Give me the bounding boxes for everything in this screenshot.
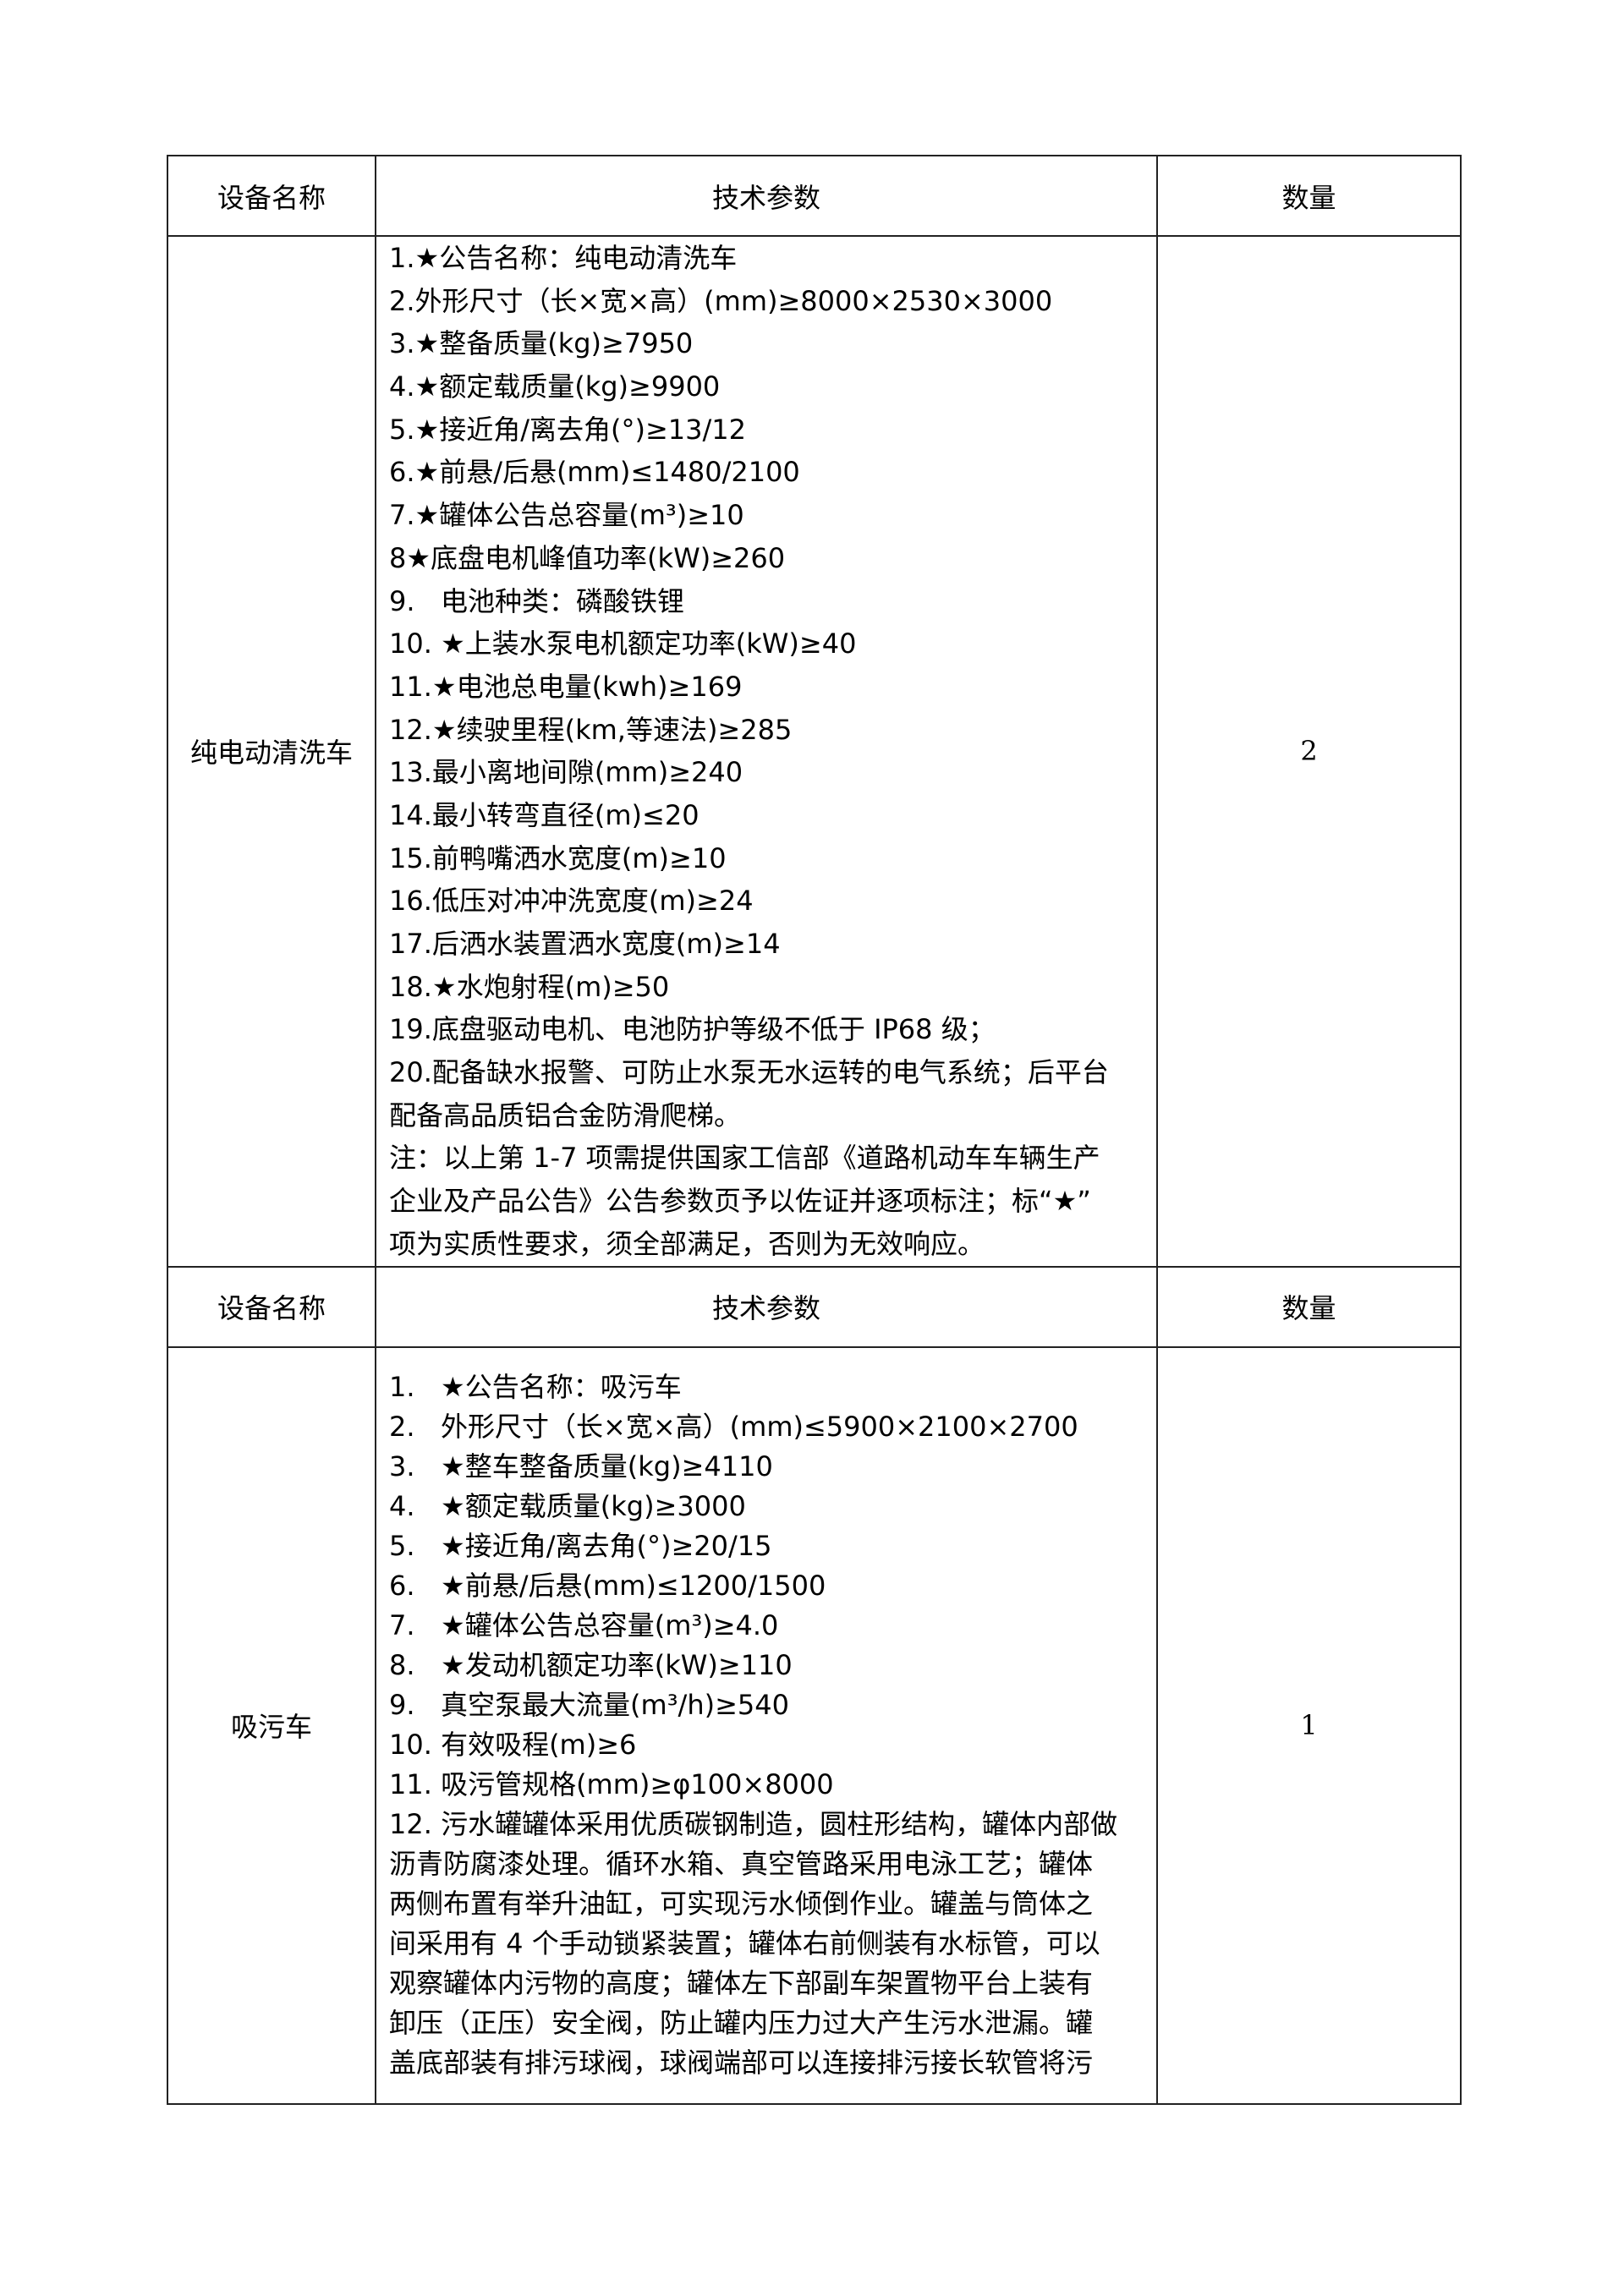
param-line: 10. ★上装水泵电机额定功率(kW)≥40 xyxy=(389,627,857,660)
equipment-name: 纯电动清洗车 xyxy=(167,235,376,1268)
param-line: 16.低压对冲冲洗宽度(m)≥24 xyxy=(389,885,754,918)
header-equipment-name: 设备名称 xyxy=(167,1265,376,1348)
param-line: 6.★前悬/后悬(mm)≤1480/2100 xyxy=(389,456,800,489)
param-line: 2. 外形尺寸（长×宽×高）(mm)≤5900×2100×2700 xyxy=(389,1411,1078,1443)
param-line: 两侧布置有举升油缸，可实现污水倾倒作业。罐盖与筒体之 xyxy=(389,1888,1094,1920)
table-row: 吸污车 1. ★公告名称：吸污车 2. 外形尺寸（长×宽×高）(mm)≤5900×… xyxy=(167,1345,1462,2105)
param-line: 观察罐体内污物的高度；罐体左下部副车架置物平台上装有 xyxy=(389,1967,1094,1999)
param-line: 盖底部装有排污球阀，球阀端部可以连接排污接长软管将污 xyxy=(389,2047,1094,2079)
param-line: 卸压（正压）安全阀，防止罐内压力过大产生污水泄漏。罐 xyxy=(389,2007,1094,2039)
param-line: 17.后洒水装置洒水宽度(m)≥14 xyxy=(389,928,781,960)
param-line: 沥青防腐漆处理。循环水箱、真空管路采用电泳工艺；罐体 xyxy=(389,1848,1094,1880)
param-line: 14.最小转弯直径(m)≤20 xyxy=(389,798,700,831)
param-line: 15.前鸭嘴洒水宽度(m)≥10 xyxy=(389,841,727,874)
param-line: 企业及产品公告》公告参数页予以佐证并逐项标注；标“★” xyxy=(389,1185,1091,1218)
param-line: 4.★额定载质量(kg)≥9900 xyxy=(389,370,721,403)
param-line: 20.配备缺水报警、可防止水泵无水运转的电气系统；后平台 xyxy=(389,1056,1109,1089)
param-line: 注：以上第 1-7 项需提供国家工信部《道路机动车车辆生产 xyxy=(389,1142,1100,1175)
param-line: 3.★整备质量(kg)≥7950 xyxy=(389,327,694,360)
param-line: 12.★续驶里程(km,等速法)≥285 xyxy=(389,713,793,746)
param-line: 2.外形尺寸（长×宽×高）(mm)≥8000×2530×3000 xyxy=(389,284,1053,317)
header-quantity: 数量 xyxy=(1156,155,1462,237)
param-line: 5. ★接近角/离去角(°)≥20/15 xyxy=(389,1530,772,1562)
table-row: 纯电动清洗车 1.★公告名称：纯电动清洗车 2.外形尺寸（长×宽×高）(mm)≥8… xyxy=(167,235,1462,1268)
param-line: 6. ★前悬/后悬(mm)≤1200/1500 xyxy=(389,1570,826,1602)
quantity: 1 xyxy=(1156,1345,1462,2105)
header-tech-params: 技术参数 xyxy=(375,155,1158,237)
tech-params-cell: 1.★公告名称：纯电动清洗车 2.外形尺寸（长×宽×高）(mm)≥8000×253… xyxy=(375,235,1158,1268)
param-line: 11.★电池总电量(kwh)≥169 xyxy=(389,670,743,703)
param-lines: 1.★公告名称：纯电动清洗车 2.外形尺寸（长×宽×高）(mm)≥8000×253… xyxy=(376,237,1156,1266)
param-line: 间采用有 4 个手动锁紧装置；罐体右前侧装有水标管，可以 xyxy=(389,1927,1100,1959)
header-row: 设备名称 技术参数 数量 xyxy=(167,155,1462,237)
equipment-name: 吸污车 xyxy=(167,1345,376,2105)
quantity: 2 xyxy=(1156,235,1462,1268)
equipment-spec-table: 设备名称 技术参数 数量 纯电动清洗车 1.★公告名称：纯电动清洗车 2.外形尺寸… xyxy=(167,155,1462,2105)
param-line: 13.最小离地间隙(mm)≥240 xyxy=(389,756,743,789)
tech-params-cell: 1. ★公告名称：吸污车 2. 外形尺寸（长×宽×高）(mm)≤5900×2100… xyxy=(375,1345,1158,2105)
param-line: 3. ★整车整备质量(kg)≥4110 xyxy=(389,1450,773,1482)
param-line: 5.★接近角/离去角(°)≥13/12 xyxy=(389,413,747,446)
param-line: 9. 真空泵最大流量(m³/h)≥540 xyxy=(389,1689,789,1721)
param-line: 8★底盘电机峰值功率(kW)≥260 xyxy=(389,541,786,574)
param-line: 4. ★额定载质量(kg)≥3000 xyxy=(389,1490,746,1522)
header-row: 设备名称 技术参数 数量 xyxy=(167,1265,1462,1348)
header-tech-params: 技术参数 xyxy=(375,1265,1158,1348)
param-line: 项为实质性要求，须全部满足，否则为无效响应。 xyxy=(389,1227,985,1260)
header-equipment-name: 设备名称 xyxy=(167,155,376,237)
param-line: 8. ★发动机额定功率(kW)≥110 xyxy=(389,1649,793,1681)
param-line: 7.★罐体公告总容量(m³)≥10 xyxy=(389,499,744,532)
param-line: 7. ★罐体公告总容量(m³)≥4.0 xyxy=(389,1609,779,1641)
param-line: 10. 有效吸程(m)≥6 xyxy=(389,1729,637,1761)
param-line: 19.底盘驱动电机、电池防护等级不低于 IP68 级； xyxy=(389,1013,996,1046)
param-line: 9. 电池种类：磷酸铁锂 xyxy=(389,584,685,617)
param-line: 1. ★公告名称：吸污车 xyxy=(389,1371,682,1403)
param-line: 11. 吸污管规格(mm)≥φ100×8000 xyxy=(389,1768,834,1800)
header-quantity: 数量 xyxy=(1156,1265,1462,1348)
param-line: 1.★公告名称：纯电动清洗车 xyxy=(389,242,738,274)
param-line: 配备高品质铝合金防滑爬梯。 xyxy=(389,1099,742,1132)
param-line: 12. 污水罐罐体采用优质碳钢制造，圆柱形结构，罐体内部做 xyxy=(389,1808,1118,1840)
param-line: 18.★水炮射程(m)≥50 xyxy=(389,970,670,1003)
param-lines: 1. ★公告名称：吸污车 2. 外形尺寸（长×宽×高）(mm)≤5900×2100… xyxy=(376,1367,1156,2083)
